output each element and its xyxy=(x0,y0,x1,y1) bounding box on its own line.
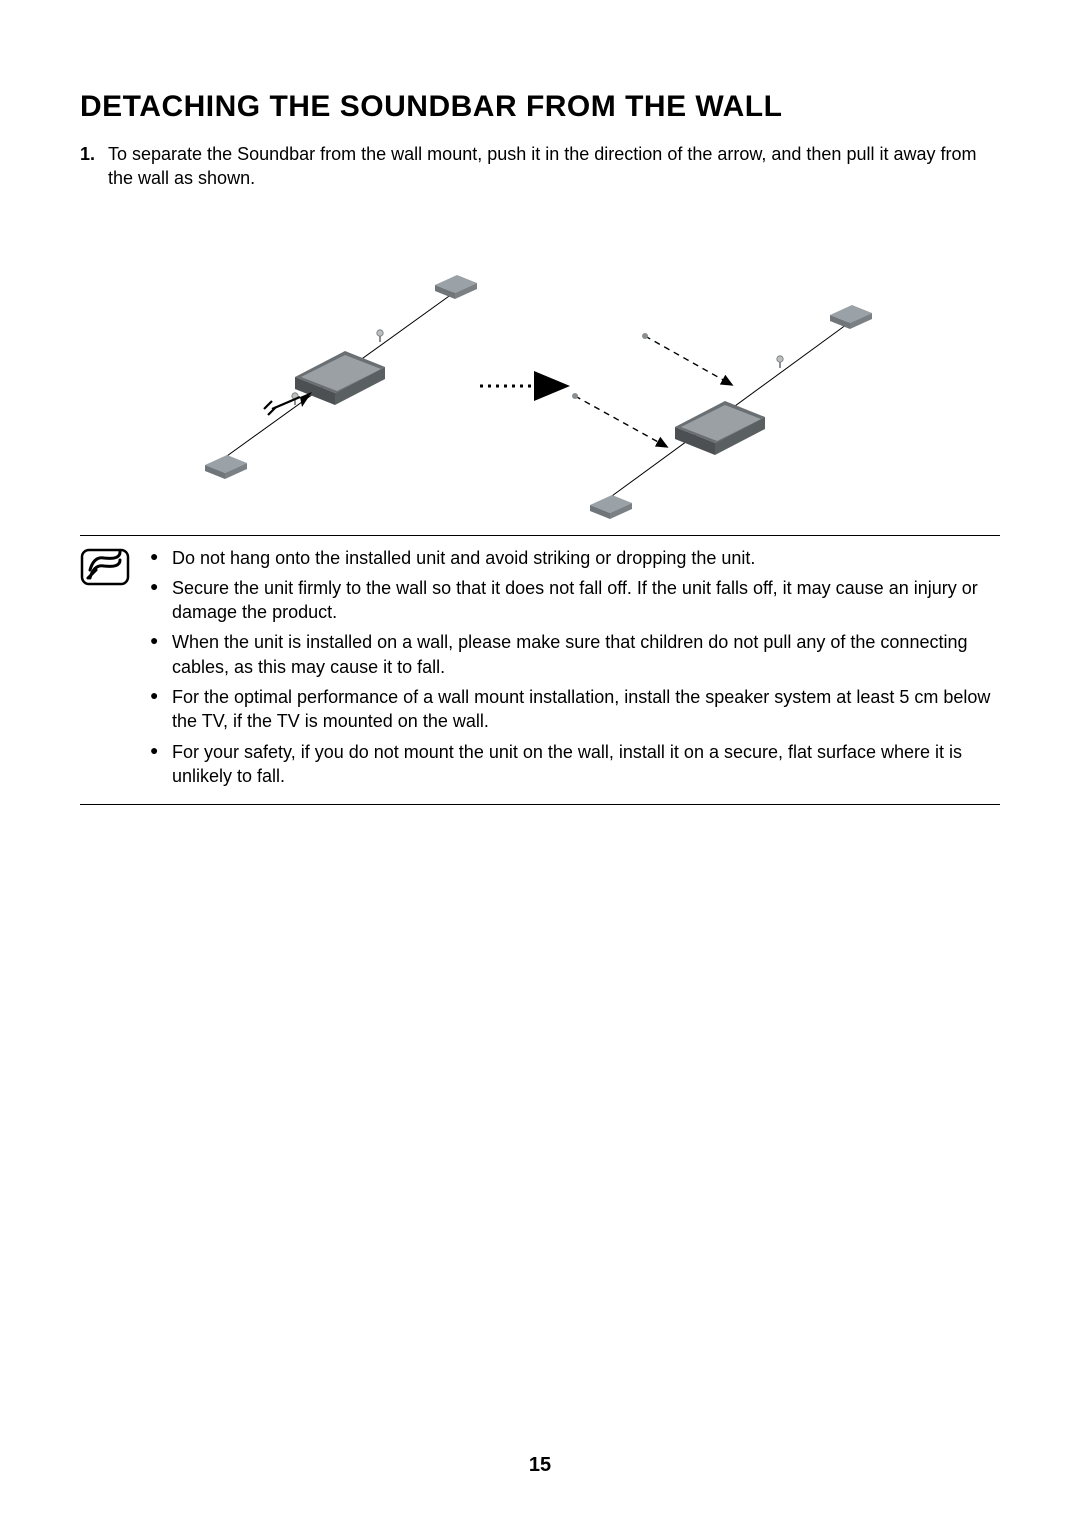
manual-page: DETACHING THE SOUNDBAR FROM THE WALL 1. … xyxy=(0,0,1080,1532)
step-number: 1. xyxy=(80,142,95,166)
note-item: For the optimal performance of a wall mo… xyxy=(150,685,1000,734)
note-icon xyxy=(80,548,130,586)
note-item: Secure the unit firmly to the wall so th… xyxy=(150,576,1000,625)
detach-diagram xyxy=(80,221,1000,521)
step-text: To separate the Soundbar from the wall m… xyxy=(108,144,976,188)
note-item: For your safety, if you do not mount the… xyxy=(150,740,1000,789)
notes-list: Do not hang onto the installed unit and … xyxy=(150,546,1000,795)
notes-rule-top xyxy=(80,535,1000,536)
notes-rule-bottom xyxy=(80,804,1000,805)
page-number: 15 xyxy=(0,1454,1080,1477)
page-title: DETACHING THE SOUNDBAR FROM THE WALL xyxy=(80,90,1000,124)
note-item: When the unit is installed on a wall, pl… xyxy=(150,630,1000,679)
notes-block: Do not hang onto the installed unit and … xyxy=(80,546,1000,795)
note-item: Do not hang onto the installed unit and … xyxy=(150,546,1000,570)
step-1: 1. To separate the Soundbar from the wal… xyxy=(80,142,1000,191)
